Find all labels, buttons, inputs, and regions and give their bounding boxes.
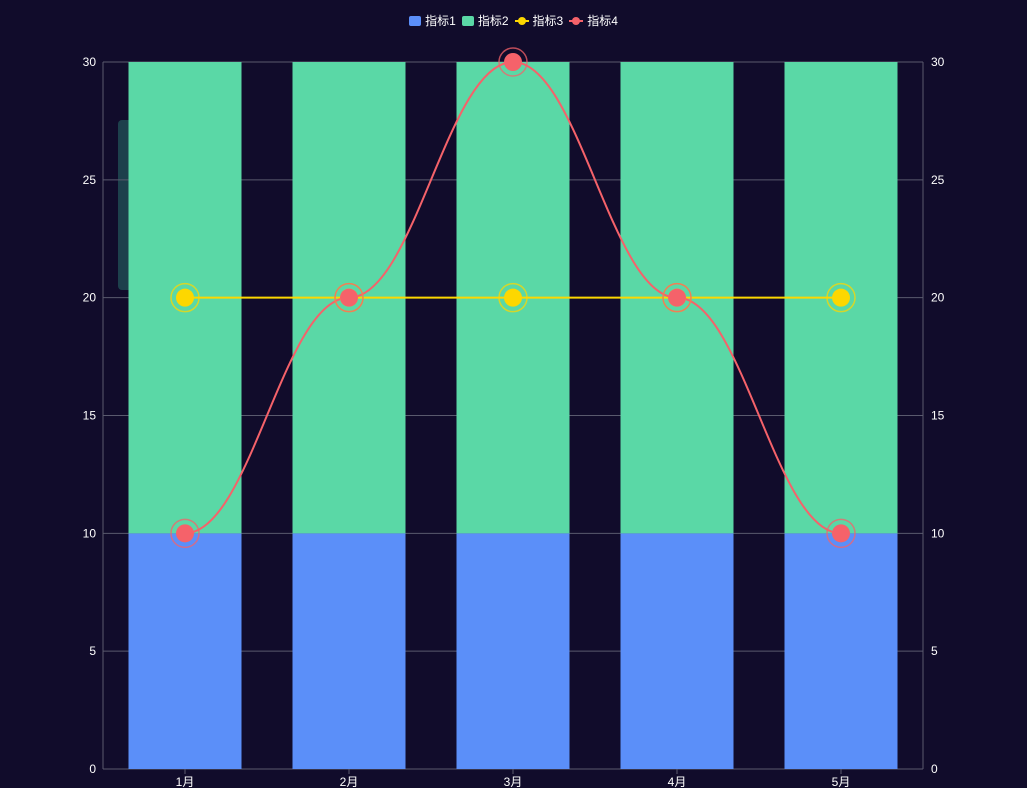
bar-series1 <box>784 533 898 769</box>
point-series3-halo <box>170 282 200 313</box>
point-series4-halo <box>170 518 200 549</box>
y2-tick-label: 15 <box>931 409 945 423</box>
legend-label: 指标2 <box>477 14 509 28</box>
y-tick-label: 20 <box>83 291 97 305</box>
legend-swatch <box>514 16 529 26</box>
legend-item-1[interactable]: 指标1 <box>409 12 456 29</box>
y-tick-label: 30 <box>83 55 97 69</box>
point-series3 <box>176 288 194 307</box>
point-series3 <box>832 288 850 307</box>
bar-series1 <box>456 533 570 769</box>
point-series3-halo <box>498 282 528 313</box>
chart-legend: 指标1 指标2 指标3 指标4 <box>0 12 1027 29</box>
y-tick-label: 5 <box>89 644 96 658</box>
point-series4 <box>668 288 686 307</box>
point-series4 <box>504 53 522 71</box>
legend-swatch <box>409 15 422 26</box>
y2-tick-label: 10 <box>931 526 945 540</box>
legend-swatch <box>569 16 584 26</box>
y2-tick-label: 0 <box>931 762 938 776</box>
bar-series1 <box>128 533 242 769</box>
x-tick-label: 1月 <box>176 775 195 788</box>
bar-series1 <box>292 533 406 769</box>
bar-series1 <box>620 533 734 769</box>
x-tick-label: 3月 <box>504 775 523 788</box>
y-tick-label: 15 <box>83 409 97 423</box>
point-series4-halo <box>498 47 528 77</box>
legend-swatch <box>461 15 474 26</box>
legend-label: 指标1 <box>425 14 456 28</box>
point-series3 <box>504 288 522 307</box>
legend-label: 指标4 <box>587 14 618 28</box>
point-series4 <box>340 288 358 307</box>
point-series4-halo <box>334 282 364 313</box>
x-tick-label: 2月 <box>340 775 359 788</box>
y-tick-label: 0 <box>89 762 96 776</box>
point-series4 <box>832 524 850 543</box>
point-series4-halo <box>662 282 692 313</box>
x-tick-label: 4月 <box>668 775 687 788</box>
y-tick-label: 10 <box>83 526 97 540</box>
legend-item-4[interactable]: 指标4 <box>569 12 618 29</box>
legend-item-2[interactable]: 指标2 <box>461 12 509 29</box>
legend-item-3[interactable]: 指标3 <box>514 12 564 29</box>
y-tick-label: 25 <box>83 173 97 187</box>
point-series3-halo <box>826 282 856 313</box>
y2-tick-label: 25 <box>931 173 945 187</box>
legend-label: 指标3 <box>532 14 564 28</box>
y2-tick-label: 5 <box>931 644 938 658</box>
x-tick-label: 5月 <box>832 775 851 788</box>
y2-tick-label: 20 <box>931 291 945 305</box>
point-series4-halo <box>826 518 856 549</box>
y2-tick-label: 30 <box>931 55 945 69</box>
point-series4 <box>176 524 194 543</box>
